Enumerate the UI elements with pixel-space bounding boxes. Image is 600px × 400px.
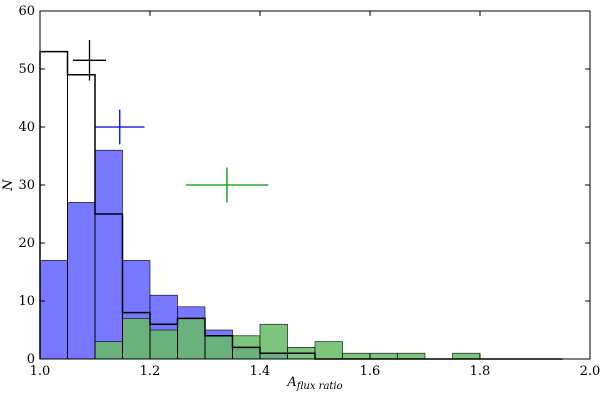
y-tick-label: 20 [18, 236, 35, 251]
error-crosses-layer [73, 40, 269, 203]
histogram-bar [94, 149, 123, 360]
histogram-bar [342, 352, 371, 360]
y-tick-label: 30 [18, 178, 35, 193]
y-axis-label: N [1, 179, 16, 192]
y-tick-label: 40 [18, 120, 35, 135]
histogram-bar [314, 341, 343, 360]
x-tick-label: 1.8 [470, 364, 491, 379]
x-tick-label: 2.0 [580, 364, 600, 379]
tick-labels-layer: 1.0 1.2 1.4 1.6 1.8 2.0 0 10 20 30 40 50 60 [18, 4, 600, 379]
y-tick-label: 60 [18, 4, 35, 19]
histogram-bar [94, 341, 123, 360]
histogram-bar [397, 352, 426, 360]
x-axis-label: Aflux ratio [286, 375, 342, 392]
histogram-bar [39, 260, 68, 360]
histogram-bar [204, 335, 233, 360]
histogram-bar [122, 318, 151, 360]
x-tick-label: 1.2 [140, 364, 161, 379]
ticks-layer [39, 10, 591, 360]
histogram-bar [177, 318, 206, 360]
histogram-bar [369, 352, 398, 360]
x-tick-label: 1.4 [250, 364, 271, 379]
histogram-bar [67, 202, 96, 360]
y-tick-label: 50 [18, 62, 35, 77]
x-tick-label: 1.6 [360, 364, 381, 379]
y-tick-label: 10 [18, 294, 35, 309]
y-tick-label: 0 [27, 352, 35, 367]
histogram-bar [452, 352, 481, 360]
x-tick-label: 1.0 [30, 364, 51, 379]
bars-layer [39, 50, 563, 360]
histogram-bar [149, 329, 178, 360]
